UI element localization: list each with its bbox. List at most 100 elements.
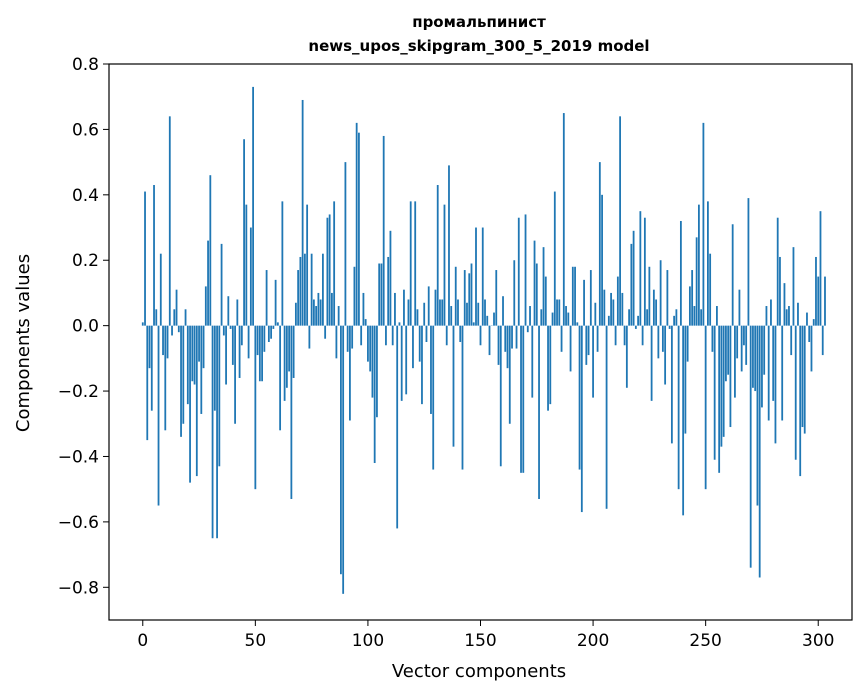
- bar: [177, 325, 180, 333]
- bar: [204, 286, 207, 326]
- x-tick-label: 0: [137, 631, 148, 651]
- bar: [479, 325, 482, 346]
- bar: [292, 325, 295, 378]
- bar: [810, 325, 813, 372]
- bar: [738, 289, 741, 326]
- bar: [547, 325, 549, 411]
- bar: [274, 279, 277, 326]
- bar: [472, 322, 475, 326]
- bar: [211, 325, 214, 539]
- bar: [655, 299, 658, 326]
- bar: [630, 243, 633, 326]
- bar: [216, 325, 218, 539]
- bar: [396, 325, 399, 529]
- bar: [749, 325, 752, 568]
- bar: [153, 185, 155, 326]
- bar: [697, 204, 700, 326]
- bar: [146, 325, 149, 441]
- bar: [162, 325, 164, 356]
- bar: [632, 230, 635, 326]
- bar: [623, 325, 626, 346]
- bar: [382, 135, 385, 326]
- bar: [367, 325, 369, 362]
- bar: [767, 325, 770, 421]
- x-tick-label: 100: [352, 631, 384, 651]
- bar: [763, 325, 766, 375]
- bar: [520, 325, 522, 473]
- y-tick-label: 0.4: [72, 186, 99, 206]
- bar: [398, 322, 401, 326]
- bar: [553, 191, 556, 326]
- bar: [596, 325, 599, 352]
- bar: [533, 240, 536, 326]
- bar: [619, 116, 621, 326]
- bar: [364, 319, 367, 326]
- bar: [794, 325, 797, 460]
- bar: [740, 325, 743, 372]
- bar: [297, 270, 300, 326]
- bar: [713, 325, 716, 460]
- bar: [657, 325, 660, 359]
- bar: [704, 325, 707, 490]
- bar: [574, 266, 576, 326]
- y-tick-label: −0.2: [58, 382, 99, 402]
- bar: [315, 306, 318, 326]
- bar: [358, 132, 360, 326]
- x-tick-label: 50: [245, 631, 267, 651]
- bar: [567, 312, 570, 326]
- x-axis-ticks: 0 50 100 150 200 250 300: [137, 620, 834, 651]
- plot-frame: [108, 63, 853, 621]
- bar: [373, 325, 376, 464]
- bar: [702, 122, 705, 326]
- y-tick-label: 0.0: [72, 317, 99, 337]
- bar: [634, 325, 637, 329]
- bar: [189, 325, 191, 483]
- bar: [716, 306, 718, 326]
- bar: [488, 325, 491, 356]
- bar: [508, 325, 511, 424]
- bar: [270, 325, 273, 339]
- bar: [414, 201, 417, 326]
- bar: [515, 325, 518, 349]
- bar: [247, 325, 250, 359]
- chart-title-line2: news_upos_skipgram_300_5_2019 model: [308, 37, 649, 55]
- bar: [376, 325, 378, 418]
- bar: [342, 325, 345, 594]
- bar: [806, 312, 808, 326]
- bar: [310, 253, 313, 326]
- bar: [207, 240, 209, 326]
- x-tick-label: 250: [689, 631, 721, 651]
- bar: [463, 270, 466, 326]
- bar: [234, 325, 236, 424]
- bar: [240, 325, 243, 346]
- bar: [407, 299, 410, 326]
- bar: [601, 194, 603, 326]
- bar: [513, 260, 516, 326]
- bar: [603, 289, 606, 326]
- bar: [819, 211, 822, 326]
- chart-title-line1: промальпинист: [412, 13, 546, 31]
- bar: [454, 266, 457, 326]
- bar: [495, 270, 498, 326]
- bar: [736, 325, 739, 359]
- bar: [249, 227, 252, 326]
- bar: [218, 325, 221, 467]
- x-tick-label: 150: [464, 631, 496, 651]
- y-tick-label: 0.2: [72, 251, 99, 271]
- bar: [200, 325, 203, 414]
- bar: [761, 325, 763, 408]
- bar: [276, 322, 279, 326]
- bar: [691, 270, 694, 326]
- bar: [729, 325, 732, 428]
- bar: [661, 325, 664, 352]
- bar: [387, 256, 390, 326]
- bar: [236, 299, 239, 326]
- bar: [589, 270, 592, 326]
- bar: [616, 276, 619, 326]
- bar: [459, 325, 462, 342]
- bar: [445, 325, 448, 346]
- bar: [371, 325, 374, 398]
- bar: [684, 325, 687, 434]
- bar: [312, 299, 315, 326]
- bar: [799, 325, 802, 477]
